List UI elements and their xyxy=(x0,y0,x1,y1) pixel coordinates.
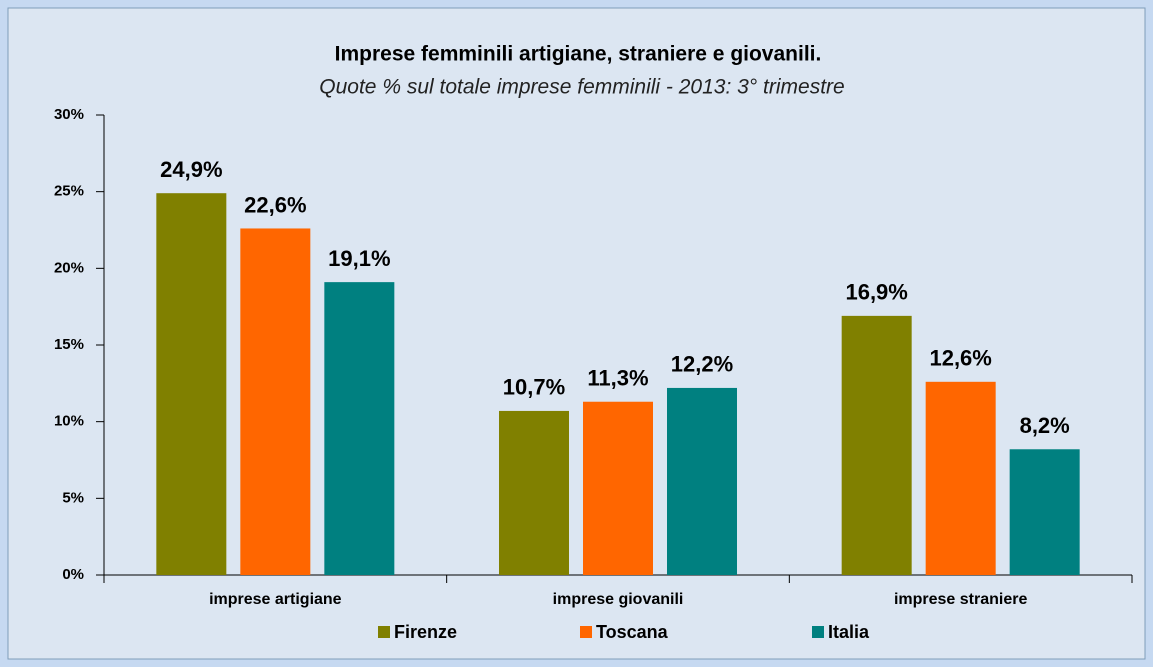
value-label: 24,9% xyxy=(160,157,222,182)
legend-label: Italia xyxy=(828,622,870,642)
bar xyxy=(583,401,653,575)
value-label: 22,6% xyxy=(244,192,306,217)
bar xyxy=(324,282,395,575)
bar xyxy=(925,381,996,575)
value-label: 12,2% xyxy=(671,352,733,377)
value-label: 8,2% xyxy=(1020,413,1070,438)
bar xyxy=(841,315,912,575)
chart-subtitle: Quote % sul totale imprese femminili - 2… xyxy=(319,76,844,99)
y-tick-label: 10% xyxy=(54,413,84,430)
x-tick-label: imprese straniere xyxy=(894,591,1028,608)
bar xyxy=(499,410,569,575)
value-label: 16,9% xyxy=(845,280,907,305)
legend-swatch xyxy=(812,626,824,638)
y-tick-label: 5% xyxy=(62,489,84,506)
legend-swatch xyxy=(378,626,390,638)
value-label: 11,3% xyxy=(587,366,648,391)
y-tick-label: 0% xyxy=(62,566,84,583)
y-tick-label: 15% xyxy=(54,336,84,353)
y-tick-label: 25% xyxy=(54,183,84,200)
bar xyxy=(667,387,737,575)
legend-label: Toscana xyxy=(596,622,669,642)
bar xyxy=(240,228,311,575)
legend-swatch xyxy=(580,626,592,638)
value-label: 10,7% xyxy=(503,375,565,400)
bar xyxy=(156,193,227,575)
bar xyxy=(1009,449,1080,575)
y-tick-label: 20% xyxy=(54,259,84,276)
y-tick-label: 30% xyxy=(54,106,84,123)
legend-label: Firenze xyxy=(394,622,457,642)
value-label: 19,1% xyxy=(328,246,390,271)
x-tick-label: imprese giovanili xyxy=(553,591,684,608)
value-label: 12,6% xyxy=(929,346,991,371)
x-tick-label: imprese artigiane xyxy=(209,591,342,608)
chart-title: Imprese femminili artigiane, straniere e… xyxy=(335,43,822,66)
